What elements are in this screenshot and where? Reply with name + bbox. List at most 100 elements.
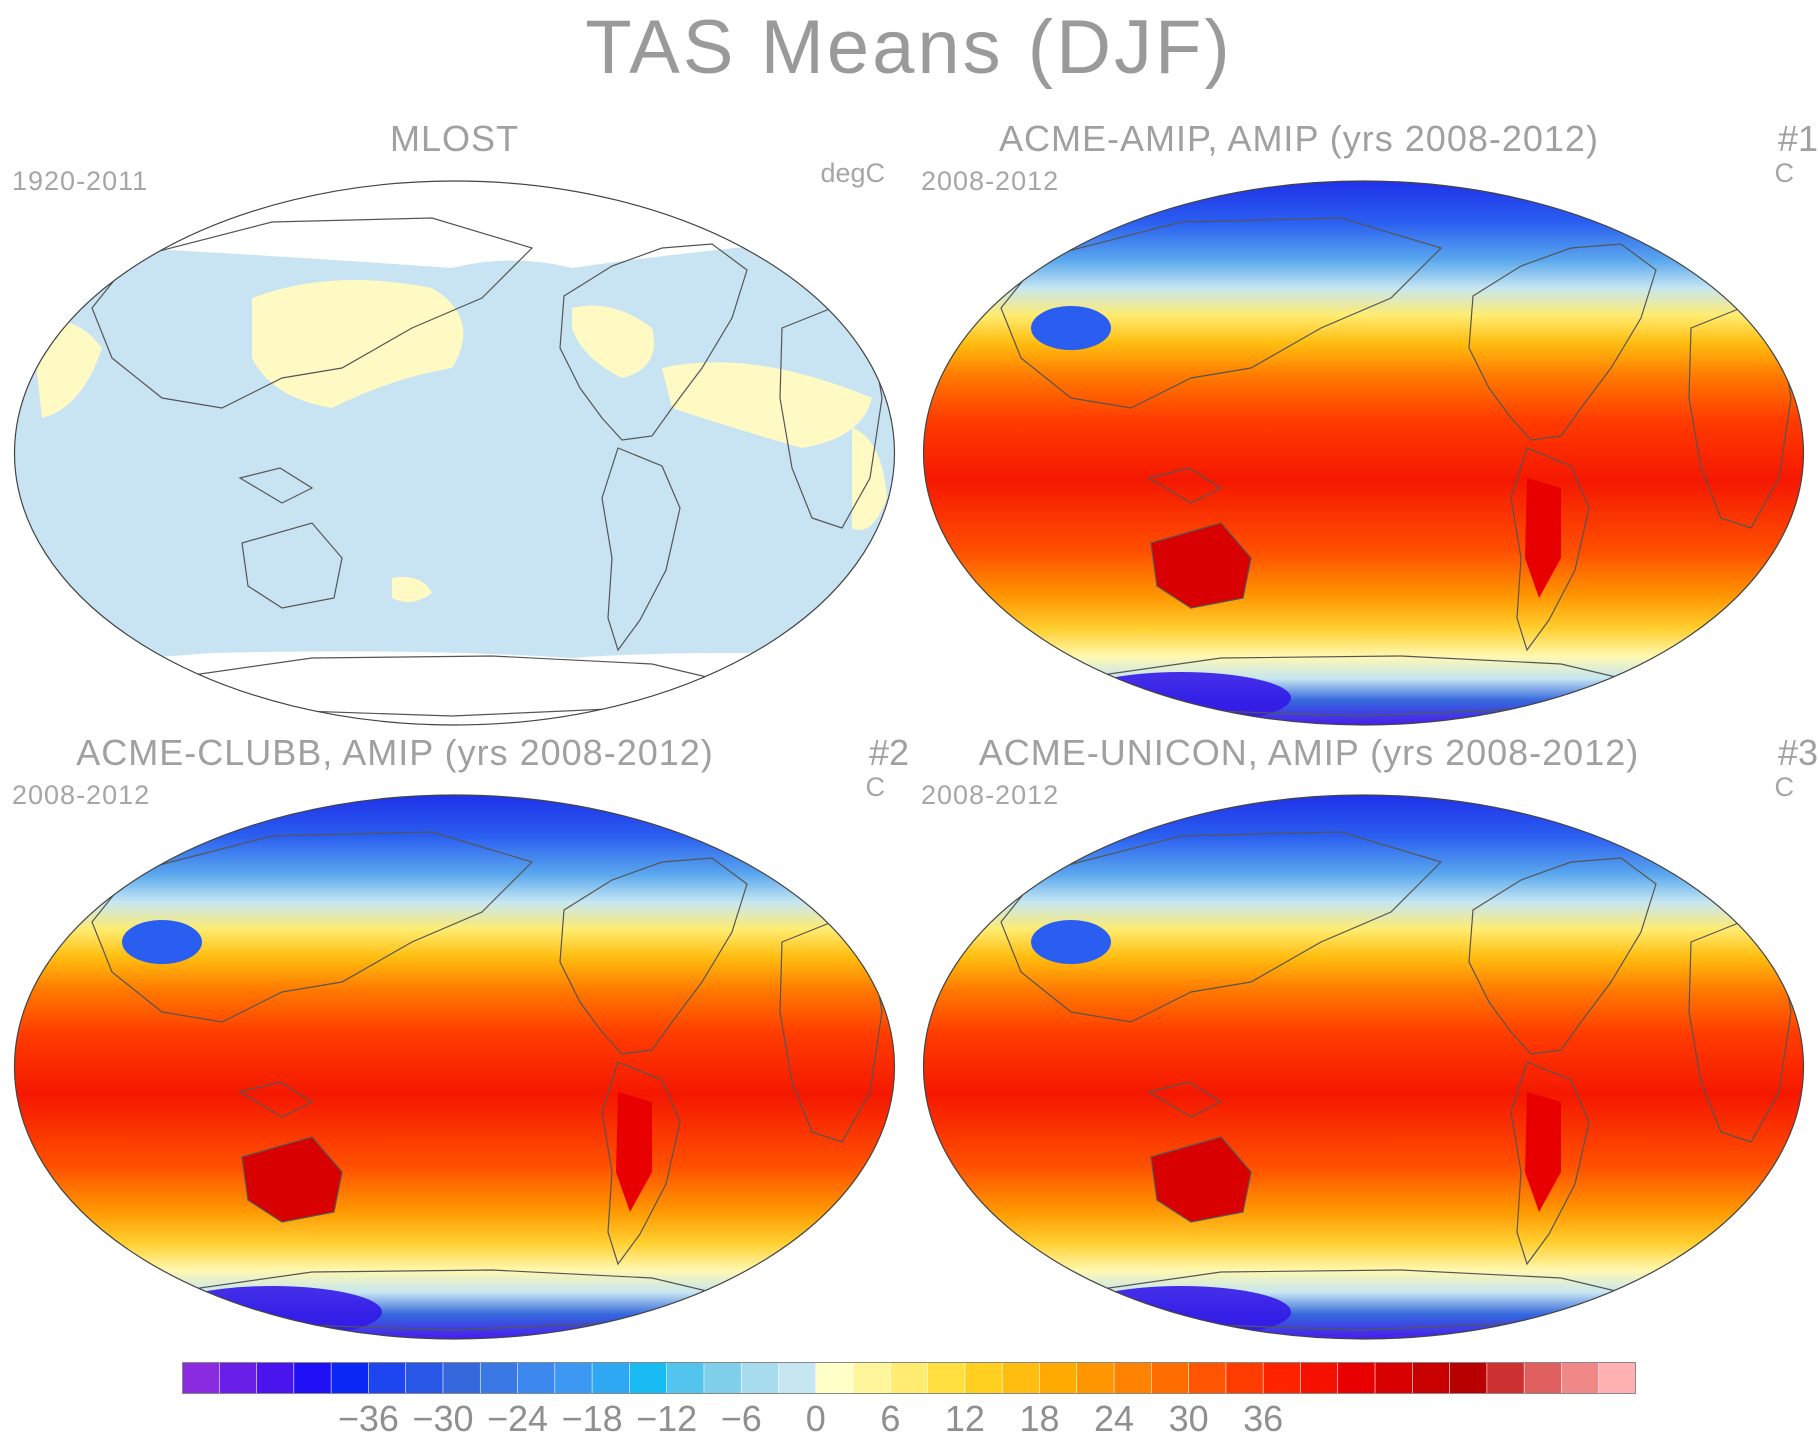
colorbar-swatch: [1486, 1362, 1525, 1394]
colorbar-swatch: [331, 1362, 369, 1394]
colorbar-swatch: [1039, 1362, 1078, 1394]
warm-region: [616, 1092, 652, 1212]
panel-period-label: 2008-2012: [921, 780, 1060, 810]
coastline-maritime: [1147, 467, 1223, 504]
panel-acme-unicon: ACME-UNICON, AMIP (yrs 2008-2012) #3 200…: [909, 732, 1818, 1342]
colorbar-swatch: [778, 1362, 817, 1394]
map-boundary: [922, 794, 1805, 1340]
colorbar-swatch: [592, 1362, 630, 1394]
panel-title: ACME-UNICON, AMIP (yrs 2008-2012): [978, 732, 1640, 773]
colorbar-swatch: [1449, 1362, 1488, 1394]
colorbar-swatch: [219, 1362, 258, 1394]
temperature-field: [923, 181, 1804, 725]
colorbar-tick-label: −18: [561, 1398, 623, 1439]
colorbar-swatch: [703, 1362, 742, 1394]
colorbar-swatch: [1076, 1362, 1115, 1394]
missing-data-region: [14, 181, 895, 268]
colorbar-swatch: [1524, 1362, 1562, 1394]
coastline-south-america: [1510, 1061, 1590, 1266]
colorbar-swatch: [853, 1362, 891, 1394]
map-mlost: [13, 180, 896, 726]
panel-period-label: 1920-2011: [12, 166, 149, 196]
coastline-maritime: [1147, 1081, 1223, 1118]
map-boundary: [13, 180, 896, 726]
colorbar-swatch: [1002, 1362, 1040, 1394]
coastline-south-america: [601, 447, 681, 652]
temperature-field: [923, 795, 1804, 1339]
coastline-south-america: [601, 1061, 681, 1266]
panel-period-label: 2008-2012: [12, 780, 151, 810]
colorbar-tick-label: 0: [805, 1398, 826, 1439]
anomaly-patch: [662, 362, 872, 448]
coastline-north-america: [1468, 243, 1657, 441]
colorbar-swatch: [1561, 1362, 1600, 1394]
panel-units-label: degC: [820, 158, 885, 188]
colorbar-tick-label: 36: [1243, 1398, 1284, 1439]
panel-tag: #3: [1777, 732, 1818, 773]
colorbar-swatch: [1337, 1362, 1376, 1394]
map-acme-clubb: [13, 794, 896, 1340]
colorbar-swatch: [182, 1362, 220, 1394]
colorbar-swatch: [629, 1362, 668, 1394]
panel-period-label: 2008-2012: [921, 166, 1060, 196]
figure-title: TAS Means (DJF): [585, 5, 1233, 90]
colorbar-swatch: [741, 1362, 780, 1394]
coastline-australia: [1150, 522, 1252, 609]
panel-units-label: C: [1774, 772, 1795, 802]
coastline-asia: [1000, 831, 1443, 1023]
map-acme-unicon: [922, 794, 1805, 1340]
colorbar-swatch: [964, 1362, 1003, 1394]
coastline-maritime: [238, 467, 314, 504]
colorbar-tick-label: −30: [412, 1398, 474, 1439]
anomaly-patch: [392, 577, 432, 602]
cold-anomaly: [1031, 306, 1111, 350]
colorbar-swatch: [517, 1362, 556, 1394]
coastline-australia: [1150, 1136, 1252, 1223]
panel-acme-clubb: ACME-CLUBB, AMIP (yrs 2008-2012) #2 2008…: [0, 732, 909, 1342]
colorbar: [182, 1362, 1636, 1394]
panel-acme-amip: ACME-AMIP, AMIP (yrs 2008-2012) #1 2008-…: [909, 118, 1818, 728]
panel-mlost: MLOST 1920-2011 degC: [0, 118, 909, 728]
colorbar-swatch: [1300, 1362, 1339, 1394]
panel-units-label: C: [1774, 158, 1795, 188]
colorbar-swatch: [927, 1362, 966, 1394]
colorbar-swatch: [405, 1362, 444, 1394]
colorbar-tick-label: −6: [720, 1398, 762, 1439]
colorbar-swatch: [1412, 1362, 1451, 1394]
coastline-north-america: [559, 857, 748, 1055]
colorbar-tick-label: 30: [1168, 1398, 1209, 1439]
anomaly-patch: [572, 305, 654, 378]
warm-region: [1525, 1092, 1561, 1212]
temperature-field: [14, 795, 895, 1339]
coastline-australia: [241, 1136, 343, 1223]
colorbar-swatch: [293, 1362, 332, 1394]
map-boundary: [13, 794, 896, 1340]
coastline-asia: [1000, 217, 1443, 409]
map-boundary: [922, 180, 1805, 726]
cold-region: [1071, 1286, 1291, 1338]
colorbar-swatch: [815, 1362, 854, 1394]
colorbar-swatch: [368, 1362, 407, 1394]
warm-region: [1151, 1137, 1251, 1222]
warm-region: [1151, 523, 1251, 608]
colorbar-swatch: [1151, 1362, 1190, 1394]
colorbar-swatch: [1598, 1362, 1636, 1394]
colorbar-swatch: [256, 1362, 295, 1394]
colorbar-swatch: [442, 1362, 481, 1394]
colorbar-tick-label: 6: [880, 1398, 901, 1439]
coastline-south-america: [1510, 447, 1590, 652]
panel-units-label: C: [865, 772, 886, 802]
coastline-north-america: [559, 243, 748, 441]
panel-tag: #1: [1777, 118, 1818, 159]
cold-region: [162, 1286, 382, 1338]
cold-region: [1071, 672, 1291, 724]
cold-anomaly: [122, 920, 202, 964]
colorbar-tick-label: −12: [636, 1398, 698, 1439]
panel-title: MLOST: [389, 118, 519, 159]
colorbar-swatch: [666, 1362, 705, 1394]
anomaly-patch: [252, 280, 464, 408]
warm-region: [242, 1137, 342, 1222]
colorbar-tick-label: −24: [486, 1398, 549, 1439]
coastline-asia: [91, 217, 534, 409]
coastline-maritime: [238, 1081, 314, 1118]
